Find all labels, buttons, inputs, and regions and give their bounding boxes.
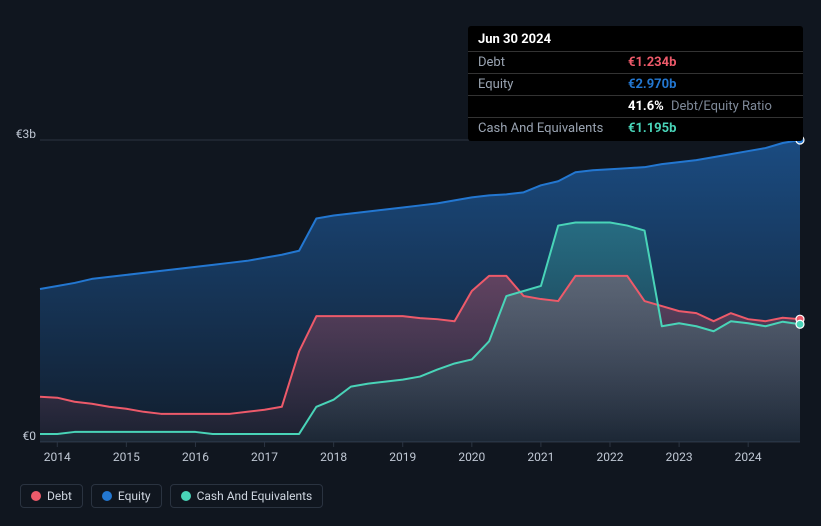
- tooltip-row-label: Cash And Equivalents: [478, 121, 628, 136]
- tooltip-row-value: €1.195b: [628, 121, 676, 136]
- x-axis-label: 2017: [251, 450, 278, 464]
- tooltip-row: Debt€1.234b: [468, 51, 803, 73]
- x-axis-label: 2020: [458, 450, 485, 464]
- legend-swatch: [181, 491, 191, 501]
- legend-item-debt[interactable]: Debt: [20, 484, 83, 508]
- legend-swatch: [102, 491, 112, 501]
- tooltip-row: Cash And Equivalents€1.195b: [468, 117, 803, 139]
- y-axis-label: €0: [23, 429, 37, 443]
- x-axis-label: 2014: [44, 450, 71, 464]
- tooltip-row-label: [478, 99, 628, 114]
- x-axis-label: 2019: [389, 450, 416, 464]
- x-axis-label: 2022: [597, 450, 624, 464]
- legend-label: Debt: [47, 489, 72, 503]
- x-axis-label: 2015: [113, 450, 140, 464]
- chart-legend: Debt Equity Cash And Equivalents: [20, 484, 323, 508]
- legend-item-cash[interactable]: Cash And Equivalents: [170, 484, 324, 508]
- y-axis-label: €3b: [16, 127, 36, 141]
- tooltip-row-value: 41.6% Debt/Equity Ratio: [628, 99, 772, 114]
- x-axis-label: 2021: [527, 450, 554, 464]
- legend-item-equity[interactable]: Equity: [91, 484, 162, 508]
- tooltip-row-label: Debt: [478, 55, 628, 70]
- x-axis-label: 2024: [735, 450, 762, 464]
- legend-label: Cash And Equivalents: [197, 489, 313, 503]
- tooltip-date: Jun 30 2024: [468, 32, 803, 51]
- tooltip-row-value: €2.970b: [628, 77, 676, 92]
- legend-label: Equity: [118, 489, 151, 503]
- legend-swatch: [31, 491, 41, 501]
- tooltip-row: Equity€2.970b: [468, 73, 803, 95]
- x-axis-label: 2023: [666, 450, 693, 464]
- tooltip-row-label: Equity: [478, 77, 628, 92]
- tooltip-row-value: €1.234b: [628, 55, 676, 70]
- chart-tooltip: Jun 30 2024 Debt€1.234bEquity€2.970b41.6…: [468, 26, 803, 141]
- x-axis-label: 2018: [320, 450, 347, 464]
- tooltip-row: 41.6% Debt/Equity Ratio: [468, 95, 803, 117]
- x-axis-label: 2016: [182, 450, 209, 464]
